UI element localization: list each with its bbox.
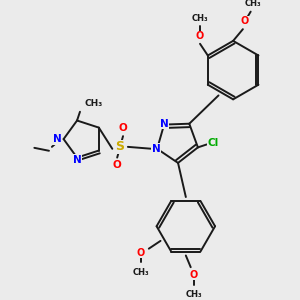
Text: N: N [53, 134, 62, 144]
Text: CH₃: CH₃ [85, 100, 103, 109]
Text: N: N [160, 118, 169, 129]
Text: O: O [113, 160, 122, 170]
Text: O: O [119, 123, 128, 133]
Text: N: N [152, 144, 161, 154]
Text: CH₃: CH₃ [185, 290, 202, 299]
Text: Cl: Cl [208, 137, 219, 148]
Text: CH₃: CH₃ [244, 0, 261, 8]
Text: N: N [73, 154, 81, 165]
Text: S: S [116, 140, 124, 153]
Text: O: O [190, 270, 198, 280]
Text: O: O [196, 31, 204, 41]
Text: O: O [137, 248, 145, 258]
Text: CH₃: CH₃ [133, 268, 149, 277]
Text: CH₃: CH₃ [192, 14, 208, 23]
Text: O: O [241, 16, 249, 26]
